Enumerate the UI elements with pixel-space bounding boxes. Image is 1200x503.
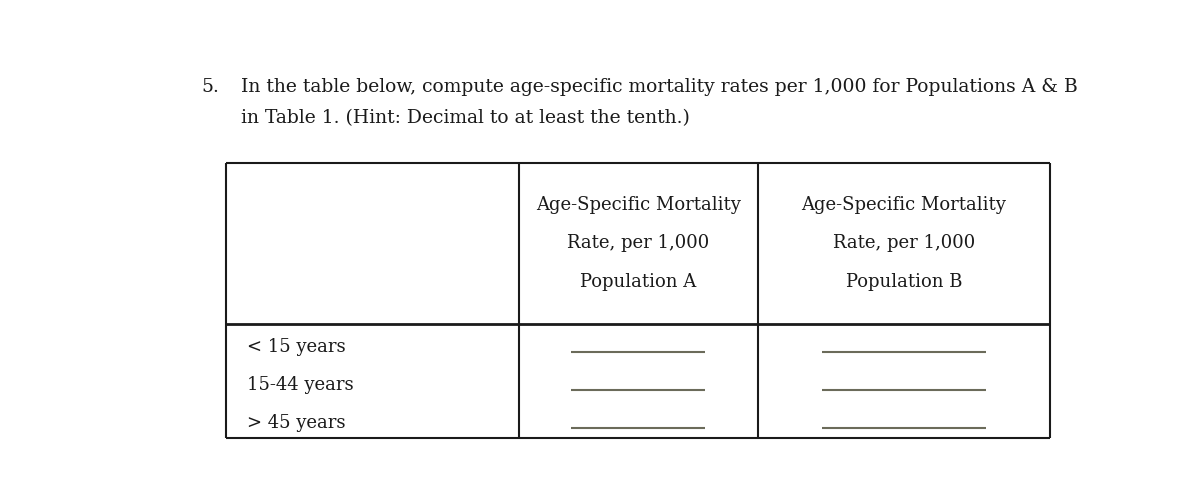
Text: Population A: Population A	[580, 273, 696, 291]
Text: < 15 years: < 15 years	[247, 338, 346, 356]
Text: Age-Specific Mortality: Age-Specific Mortality	[802, 196, 1007, 214]
Text: Rate, per 1,000: Rate, per 1,000	[833, 234, 976, 253]
Text: Rate, per 1,000: Rate, per 1,000	[568, 234, 709, 253]
Text: in Table 1. (Hint: Decimal to at least the tenth.): in Table 1. (Hint: Decimal to at least t…	[241, 109, 690, 127]
Text: 15-44 years: 15-44 years	[247, 376, 353, 394]
Text: Age-Specific Mortality: Age-Specific Mortality	[536, 196, 740, 214]
Text: Population B: Population B	[846, 273, 962, 291]
Text: In the table below, compute age-specific mortality rates per 1,000 for Populatio: In the table below, compute age-specific…	[241, 78, 1078, 96]
Text: 5.: 5.	[202, 78, 220, 96]
Text: > 45 years: > 45 years	[247, 414, 346, 432]
